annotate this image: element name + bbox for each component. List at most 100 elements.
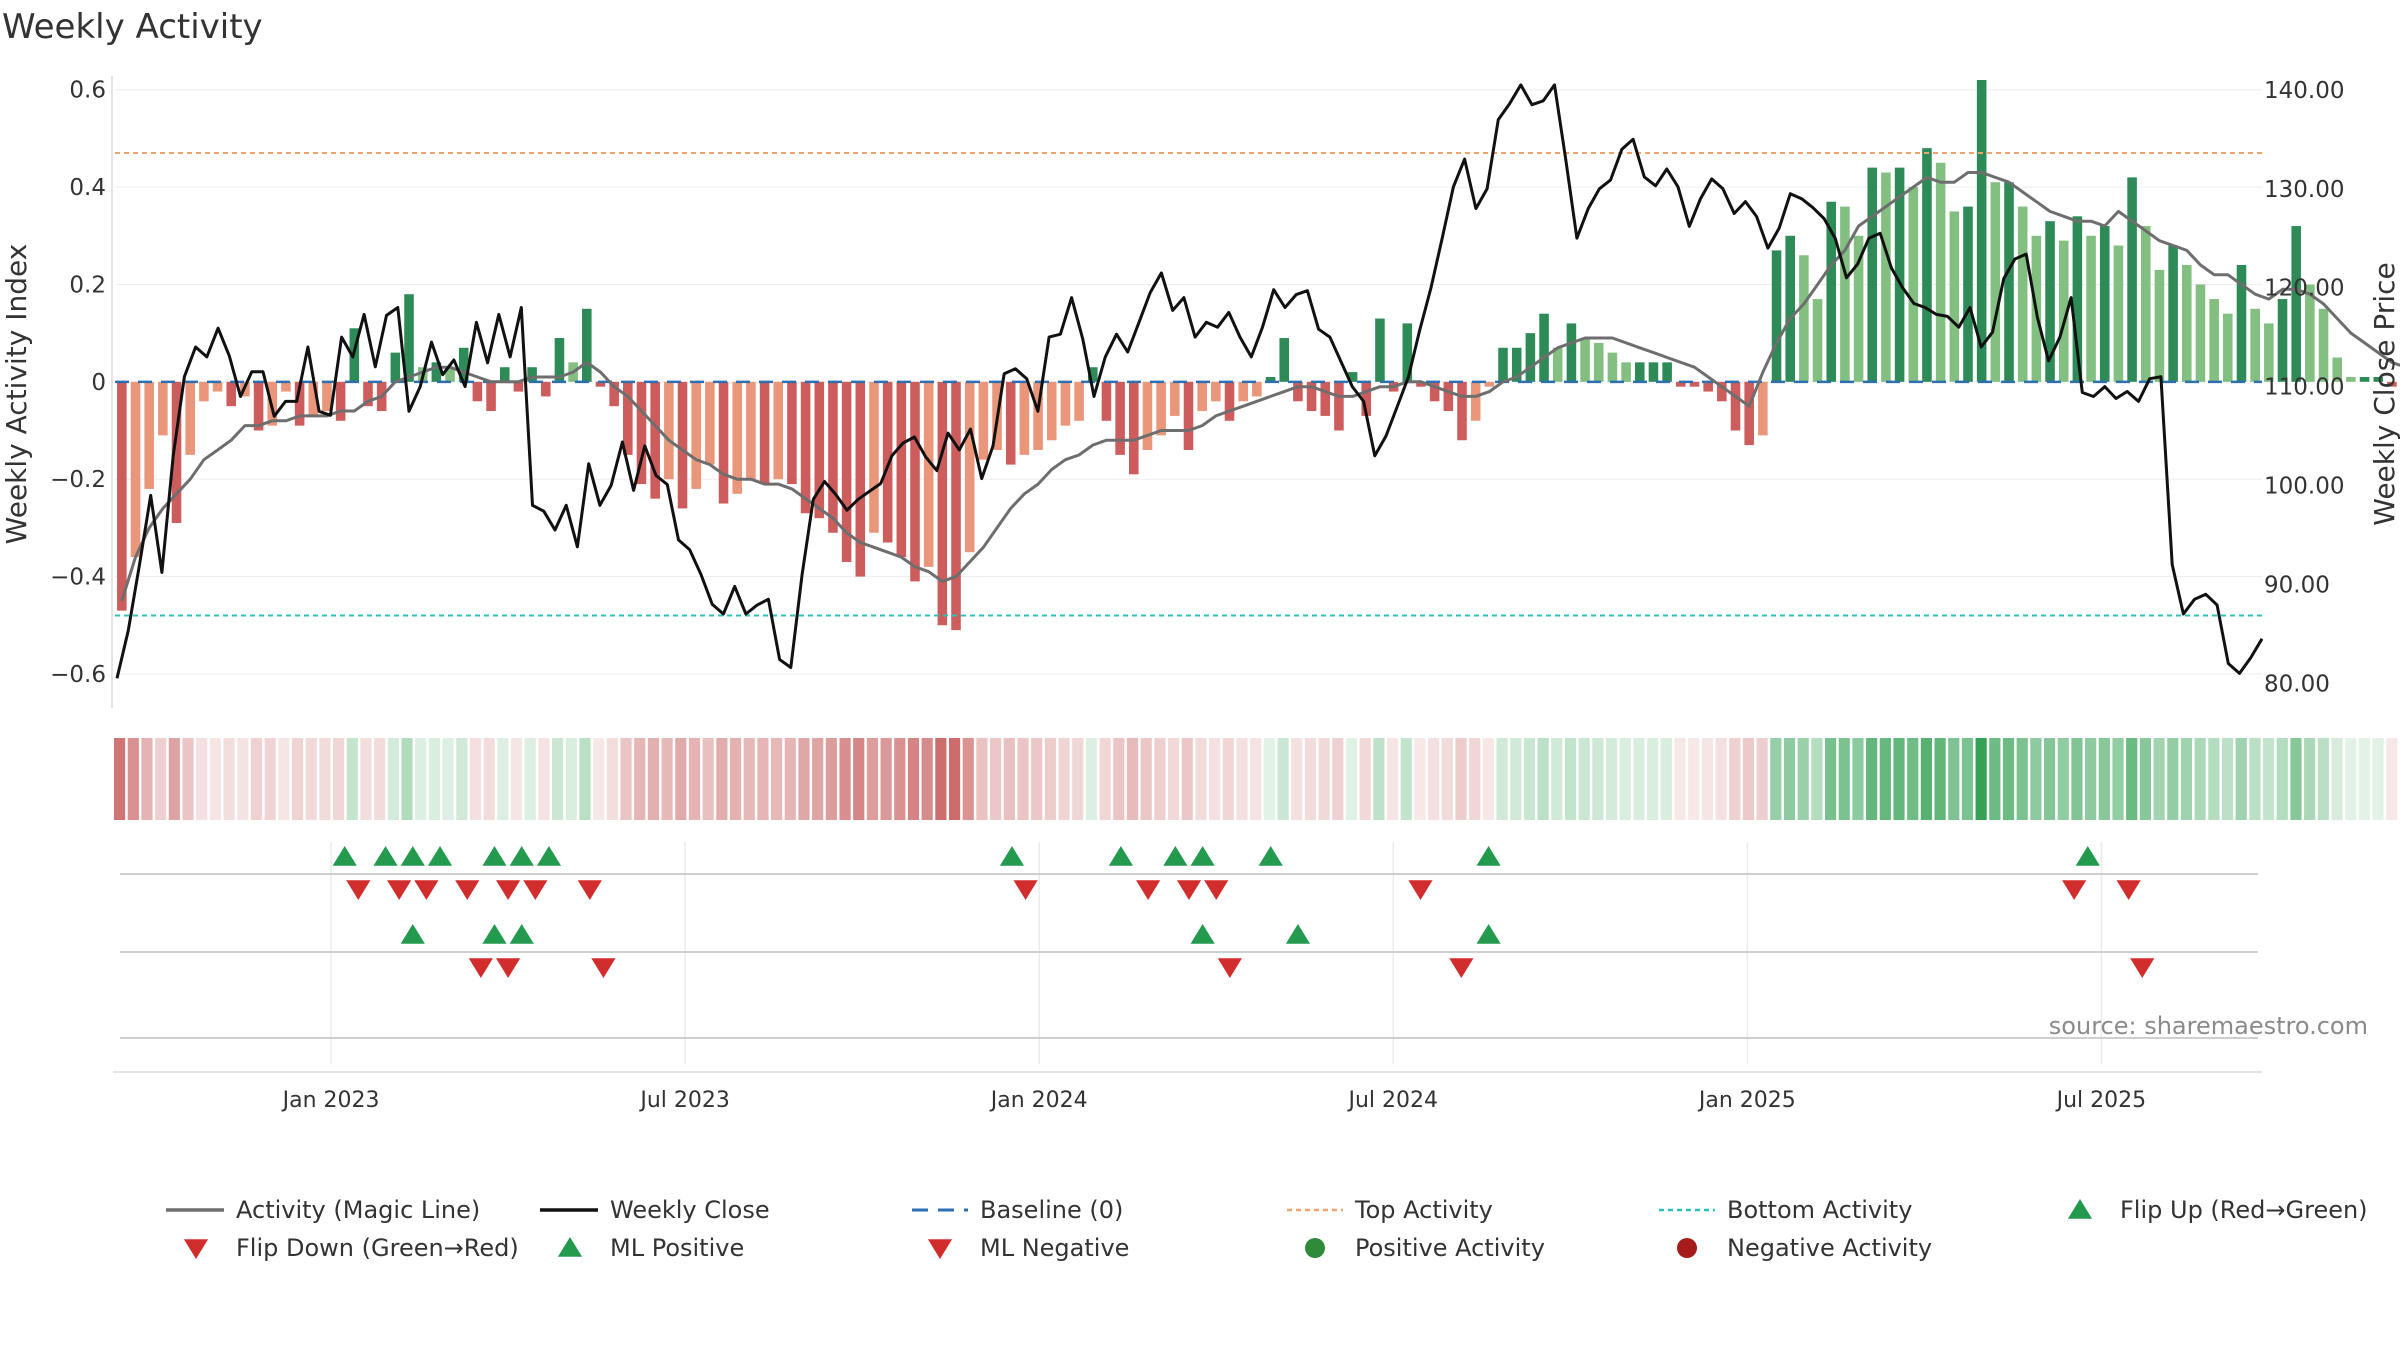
flip-down-marker <box>1204 880 1229 900</box>
activity-bar <box>1416 381 1426 387</box>
heat-cell <box>2372 738 2384 820</box>
heat-cell <box>688 738 701 820</box>
activity-bar <box>1949 211 1960 382</box>
heat-cell <box>2057 738 2069 820</box>
legend-item: Flip Down (Green→Red) <box>183 1234 519 1262</box>
flip-up-marker <box>999 846 1025 866</box>
heat-cell <box>2085 738 2097 820</box>
flip-up-marker <box>1258 846 1283 866</box>
flip-down-marker <box>414 880 439 900</box>
heat-cell <box>1469 738 1481 820</box>
heat-cell <box>907 738 920 820</box>
heat-cell <box>1592 738 1604 820</box>
heat-cell <box>1879 738 1891 820</box>
heat-cell <box>2358 738 2371 820</box>
reference-lines <box>115 152 2262 617</box>
x-tick-label: Jul 2025 <box>2055 1088 2147 1113</box>
activity-bar <box>117 381 127 611</box>
y-axis-label: Weekly Activity Index <box>0 244 33 545</box>
activity-bar <box>281 381 291 392</box>
heat-cell <box>209 738 222 820</box>
heat-cell <box>1934 738 1946 820</box>
legend-item: Top Activity <box>1287 1196 1493 1224</box>
heat-cell <box>1660 738 1672 820</box>
flip-down-marker <box>1176 880 1202 900</box>
activity-bar <box>1115 381 1125 455</box>
activity-bar <box>1853 235 1864 382</box>
activity-bar <box>650 381 660 499</box>
activity-bar <box>1922 148 1932 382</box>
heat-cell <box>127 738 139 820</box>
y2-tick-label: 110.00 <box>2264 375 2344 401</box>
heat-cell <box>1688 738 1700 820</box>
activity-bar <box>1087 367 1098 382</box>
activity-bar <box>1279 338 1290 382</box>
flip-down-marker <box>346 880 371 900</box>
activity-bar <box>1293 381 1303 402</box>
activity-bar <box>677 381 688 509</box>
heat-cell <box>593 738 605 820</box>
activity-bar <box>2264 323 2274 382</box>
legend-swatch <box>927 1239 953 1259</box>
activity-bar <box>1224 381 1235 421</box>
activity-bar <box>1990 182 2001 382</box>
activity-bar <box>1539 313 1549 382</box>
heat-cell <box>1195 738 1207 820</box>
heat-cell <box>784 738 796 820</box>
activity-bar <box>1689 381 1700 387</box>
heat-cell <box>1537 738 1549 820</box>
activity-bar <box>1156 381 1166 436</box>
heat-cell <box>2002 738 2015 820</box>
y-tick-label: −0.6 <box>50 662 106 688</box>
activity-bar <box>800 381 811 514</box>
activity-bar <box>718 381 729 504</box>
heat-cell <box>853 738 865 820</box>
flip-up-marker <box>1476 846 1501 866</box>
activity-bar <box>2072 216 2083 382</box>
activity-bar <box>978 381 989 460</box>
x-tick-label: Jan 2024 <box>989 1088 1088 1113</box>
activity-bar <box>732 381 743 494</box>
legend-item: Activity (Magic Line) <box>166 1196 480 1224</box>
heat-cell <box>1715 738 1727 820</box>
y-tick-label: −0.2 <box>50 467 106 493</box>
y-tick-label: −0.4 <box>50 565 106 591</box>
flip-up-marker <box>1108 846 1134 866</box>
flip-up-marker <box>509 846 534 866</box>
activity-bar <box>404 294 414 382</box>
heat-cell <box>743 738 755 820</box>
y2-tick-label: 100.00 <box>2264 473 2344 499</box>
activity-bar <box>1621 362 1631 382</box>
heat-cell <box>2043 738 2056 820</box>
heat-cell <box>2016 738 2028 820</box>
activity-bar <box>1552 347 1563 382</box>
activity-bar <box>1470 381 1481 421</box>
heat-cell <box>1003 738 1015 820</box>
heat-cell <box>839 738 851 820</box>
heat-cell <box>168 738 180 820</box>
y-tick-label: 0.4 <box>69 175 106 201</box>
activity-bar <box>472 381 483 402</box>
heat-cell <box>2276 738 2288 820</box>
heat-cell <box>2304 738 2316 820</box>
heat-cell <box>524 738 536 820</box>
activity-bar <box>431 362 442 382</box>
activity-bar <box>951 381 961 631</box>
activity-bar <box>458 347 469 382</box>
heat-cell <box>1113 738 1125 820</box>
activity-bar <box>1785 235 1795 382</box>
heat-cell <box>1332 738 1344 820</box>
heat-cell <box>2167 738 2179 820</box>
heat-cell <box>1633 738 1645 820</box>
heat-cell <box>196 738 208 820</box>
heat-cell <box>333 738 345 820</box>
activity-bar <box>2195 284 2206 382</box>
heat-cell <box>1742 738 1755 820</box>
heat-cell <box>1482 738 1494 820</box>
activity-bar <box>2373 376 2384 382</box>
activity-bar <box>2291 226 2301 382</box>
heat-cell <box>1455 738 1467 820</box>
activity-bar <box>964 381 975 553</box>
activity-bar <box>2099 226 2110 382</box>
